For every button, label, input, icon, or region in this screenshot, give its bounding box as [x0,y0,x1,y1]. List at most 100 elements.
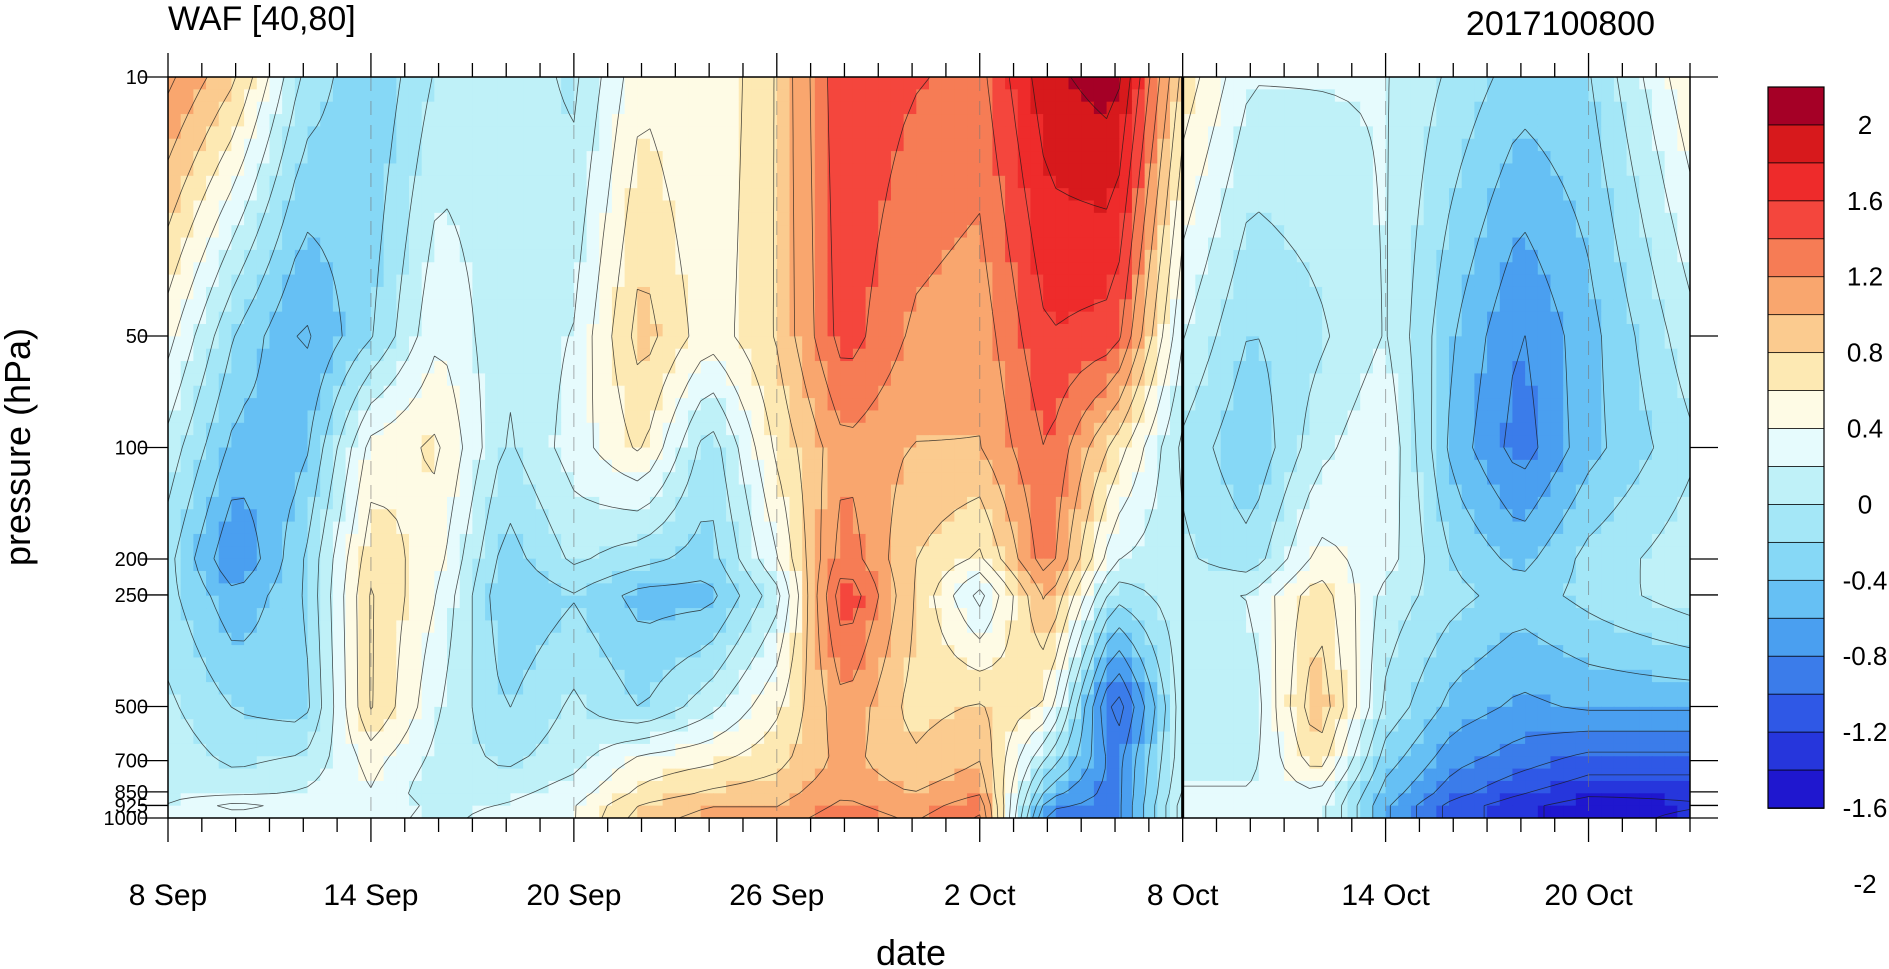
heatmap-cell [1436,336,1450,350]
heatmap-cell [1487,151,1501,165]
heatmap-cell [548,558,562,572]
heatmap-cell [865,237,879,251]
heatmap-cell [421,521,435,535]
heatmap-cell [979,398,994,412]
heatmap-cell [1309,571,1323,584]
heatmap-cell [1081,126,1095,140]
heatmap-cell [1233,212,1247,226]
heatmap-cell [662,101,676,115]
heatmap-cell [1093,398,1108,412]
heatmap-cell [320,262,334,276]
heatmap-cell [649,262,664,276]
heatmap-cell [1296,114,1311,127]
heatmap-cell [1461,299,1475,313]
heatmap-cell [827,509,841,523]
heatmap-cell [688,237,702,251]
heatmap-cell [1055,126,1070,140]
heatmap-cell [447,200,461,214]
heatmap-cell [1131,249,1146,263]
heatmap-cell [1639,163,1653,177]
heatmap-cell [1677,385,1690,399]
heatmap-cell [256,126,271,140]
heatmap-cell [434,200,448,214]
heatmap-cell [408,126,423,140]
heatmap-cell [1613,410,1628,424]
heatmap-cell [180,435,194,449]
heatmap-cell [903,422,917,436]
heatmap-cell [776,126,791,140]
heatmap-cell [1563,373,1577,387]
heatmap-cell [383,237,397,251]
heatmap-cell [370,77,385,90]
heatmap-cell [434,77,448,90]
heatmap-cell [231,521,245,535]
heatmap-cell [1360,151,1374,165]
heatmap-cell [1043,373,1057,387]
heatmap-cell [1372,447,1387,461]
heatmap-cell [852,472,867,486]
heatmap-cell [1423,114,1437,127]
heatmap-cell [573,237,588,251]
heatmap-cell [383,496,397,510]
heatmap-cell [624,200,638,214]
heatmap-cell [1093,225,1108,239]
heatmap-cell [776,311,791,325]
heatmap-cell [1626,373,1640,387]
heatmap-cell [789,299,803,313]
heatmap-cell [1664,114,1678,127]
heatmap-cell [637,373,651,387]
heatmap-cell [827,77,841,90]
heatmap-cell [611,373,626,387]
heatmap-cell [434,151,448,165]
heatmap-cell [1550,410,1564,424]
heatmap-cell [1410,459,1425,473]
heatmap-cell [1322,262,1336,276]
heatmap-cell [1461,447,1475,461]
heatmap-cell [1043,188,1057,202]
heatmap-cell [510,324,524,337]
heatmap-cell [472,237,486,251]
heatmap-cell [776,89,791,103]
heatmap-cell [1106,126,1120,140]
heatmap-cell [802,546,816,560]
heatmap-cell [244,324,258,337]
heatmap-cell [1461,324,1475,337]
heatmap-cell [206,299,220,313]
heatmap-cell [485,484,499,498]
heatmap-cell [776,77,791,90]
heatmap-cell [1436,484,1450,498]
heatmap-cell [929,361,943,374]
heatmap-cell [1639,496,1653,510]
heatmap-cell [878,188,892,202]
heatmap-cell [688,472,702,486]
heatmap-cell [1093,126,1108,140]
heatmap-cell [688,336,702,350]
heatmap-cell [383,521,397,535]
heatmap-cell [180,361,194,374]
heatmap-cell [1106,484,1120,498]
heatmap-cell [231,114,245,127]
heatmap-cell [1119,583,1133,597]
heatmap-cell [1436,163,1450,177]
heatmap-cell [1093,509,1108,523]
heatmap-cell [1512,89,1526,103]
heatmap-cell [1651,472,1666,486]
heatmap-cell [1334,274,1349,288]
heatmap-cell [396,348,410,362]
heatmap-cell [320,324,334,337]
heatmap-cell [1246,361,1260,374]
heatmap-cell [954,249,968,263]
heatmap-cell [548,77,562,90]
heatmap-cell [1182,311,1196,325]
heatmap-cell [168,385,182,399]
heatmap-cell [459,459,473,473]
heatmap-cell [814,200,829,214]
heatmap-cell [1309,361,1323,374]
heatmap-cell [1436,558,1450,572]
heatmap-cell [1347,496,1361,510]
heatmap-cell [485,533,499,547]
heatmap-cell [1449,286,1463,300]
heatmap-cell [662,571,676,584]
heatmap-cell [878,262,892,276]
heatmap-cell [523,484,537,498]
